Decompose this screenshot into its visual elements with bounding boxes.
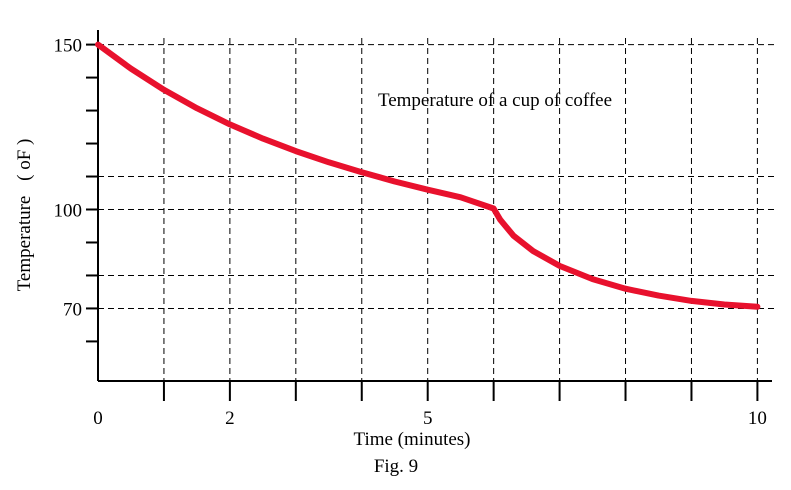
- y-axis-title-text: Temperature ( oF ): [14, 139, 35, 292]
- x-tick-label: 10: [748, 408, 767, 429]
- y-axis-title: Temperature ( oF ): [14, 139, 35, 292]
- chart-title: Temperature of a cup of coffee: [378, 90, 612, 111]
- x-axis-title: Time (minutes): [354, 429, 471, 450]
- x-tick-label: 5: [423, 408, 433, 429]
- y-tick-label: 70: [63, 299, 82, 320]
- figure-caption: Fig. 9: [374, 456, 418, 477]
- y-axis-title-unit: ( oF ): [14, 139, 35, 181]
- ticks: [86, 43, 759, 401]
- y-tick-label: 100: [54, 201, 83, 222]
- y-axis-title-label: Temperature: [14, 196, 35, 292]
- axes: [97, 30, 772, 382]
- grid: [98, 38, 774, 381]
- series-layer: [95, 41, 761, 310]
- y-tick-label: 150: [54, 36, 83, 57]
- x-tick-label: 0: [93, 408, 103, 429]
- x-tick-label: 2: [225, 408, 235, 429]
- tick-labels: 0 2 5 10 150 100 70: [54, 36, 767, 429]
- series-line: [95, 41, 761, 310]
